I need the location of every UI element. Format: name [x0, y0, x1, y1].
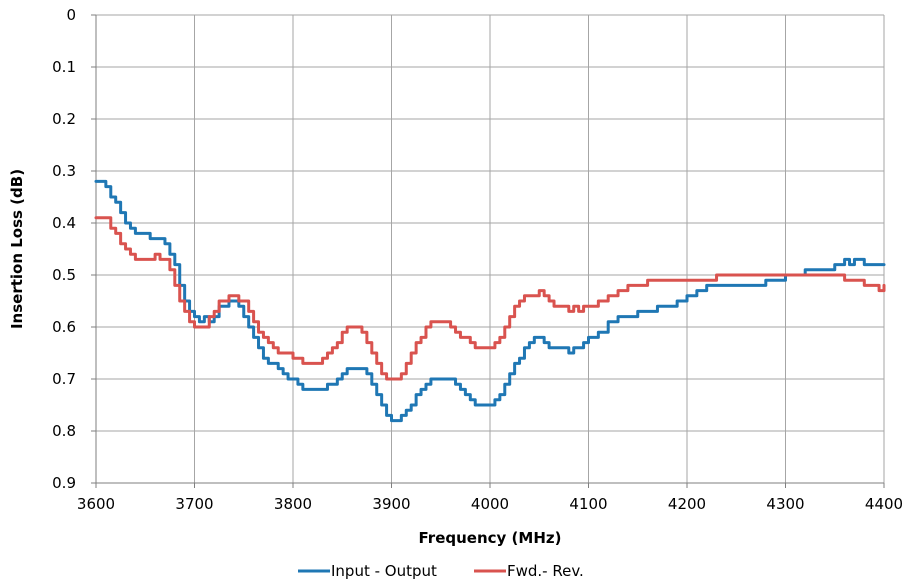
y-axis-title: Insertion Loss (dB)	[8, 169, 26, 329]
legend: Input - Output Fwd.- Rev.	[298, 562, 584, 580]
y-tick-label: 0.7	[52, 370, 76, 388]
x-tick-label: 4200	[668, 495, 706, 513]
y-tick-label: 0.1	[52, 58, 76, 76]
y-tick-label: 0.3	[52, 162, 76, 180]
x-tick-label: 4300	[766, 495, 804, 513]
tick-labels: 3600 3700 3800 3900 4000 4100 4200 4300 4400 0 0.1…	[52, 6, 903, 513]
x-tick-label: 4000	[471, 495, 509, 513]
series-line-fwd-rev	[94, 216, 886, 381]
x-tick-label: 3600	[77, 495, 115, 513]
x-tick-label: 3900	[372, 495, 410, 513]
x-axis-title: Frequency (MHz)	[419, 529, 562, 547]
axis-layer	[91, 14, 885, 488]
y-tick-label: 0.4	[52, 214, 76, 232]
legend-label-fwd-rev: Fwd.- Rev.	[507, 562, 584, 580]
series-layer	[94, 179, 886, 423]
series-line-input-output	[94, 179, 886, 423]
y-tick-label: 0.6	[52, 318, 76, 336]
y-tick-label: 0.2	[52, 110, 76, 128]
x-tick-label: 3800	[274, 495, 312, 513]
x-tick-label: 4100	[569, 495, 607, 513]
x-tick-label: 4400	[865, 495, 903, 513]
legend-label-input-output: Input - Output	[331, 562, 437, 580]
y-tick-label: 0.5	[52, 266, 76, 284]
y-tick-label: 0	[66, 6, 76, 24]
x-tick-label: 3700	[175, 495, 213, 513]
grid-layer	[95, 14, 885, 484]
y-tick-label: 0.9	[52, 474, 76, 492]
y-tick-label: 0.8	[52, 422, 76, 440]
